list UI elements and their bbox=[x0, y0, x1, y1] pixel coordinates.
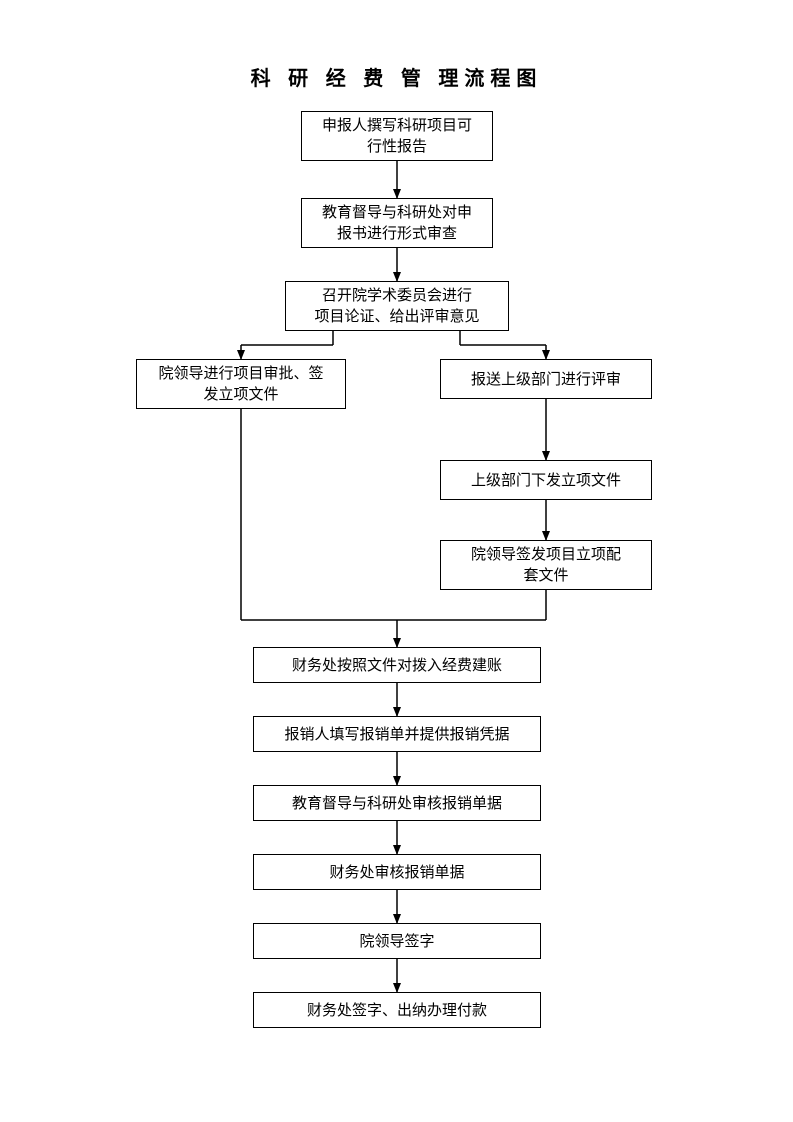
node-feasibility-report: 申报人撰写科研项目可行性报告 bbox=[301, 111, 493, 161]
node-committee-review: 召开院学术委员会进行项目论证、给出评审意见 bbox=[285, 281, 509, 331]
node-submit-superior: 报送上级部门进行评审 bbox=[440, 359, 652, 399]
node-leader-sign: 院领导签字 bbox=[253, 923, 541, 959]
node-finance-pay: 财务处签字、出纳办理付款 bbox=[253, 992, 541, 1028]
node-finance-setup: 财务处按照文件对拨入经费建账 bbox=[253, 647, 541, 683]
node-superior-issue: 上级部门下发立项文件 bbox=[440, 460, 652, 500]
node-research-audit: 教育督导与科研处审核报销单据 bbox=[253, 785, 541, 821]
node-leader-issue-support: 院领导签发项目立项配套文件 bbox=[440, 540, 652, 590]
node-finance-audit: 财务处审核报销单据 bbox=[253, 854, 541, 890]
node-form-review: 教育督导与科研处对申报书进行形式审查 bbox=[301, 198, 493, 248]
node-leader-approve: 院领导进行项目审批、签发立项文件 bbox=[136, 359, 346, 409]
page-title: 科 研 经 费 管 理流程图 bbox=[0, 62, 793, 91]
node-fill-reimbursement: 报销人填写报销单并提供报销凭据 bbox=[253, 716, 541, 752]
